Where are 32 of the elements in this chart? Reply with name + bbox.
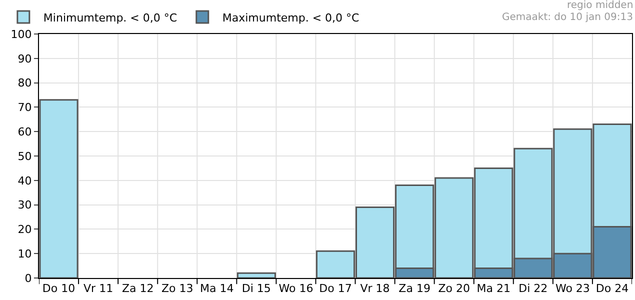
bar [39,99,78,278]
legend-label: Minimumtemp. < 0,0 °C [43,11,178,24]
y-tick-label: 70 [18,101,32,114]
x-tick-label: Di 15 [242,282,271,296]
x-tick-label: Di 22 [518,282,548,296]
x-tick-label: Vr 18 [360,282,390,296]
y-tick-label: 10 [18,247,32,260]
text: Gemaakt: do 10 jan 09:13 [502,12,633,23]
y-tick-label: 60 [18,125,32,138]
y-tick-label: 80 [18,76,32,90]
y-tick-label: 100 [10,28,32,41]
x-tick-label: Ma 14 [200,282,234,296]
x-tick-label: Do 17 [319,282,352,296]
x-tick-label: Zo 13 [161,282,194,296]
y-tick-label: 50 [18,150,32,163]
y-tick-label: 20 [18,223,32,236]
x-tick-label: Do 24 [596,282,629,296]
x-tick-label: Za 12 [122,282,154,296]
bar [236,272,276,278]
x-tick-label: Ma 21 [476,282,510,296]
y-tick-label: 30 [18,198,32,212]
x-tick-label: Wo 16 [278,282,314,296]
x-tick-label: Za 19 [398,282,430,296]
y-tick-label: 0 [24,272,32,285]
x-tick-label: Vr 11 [84,282,114,296]
y-tick-label: 90 [18,52,32,66]
legend-label: Maximumtemp. < 0,0 °C [222,11,360,24]
y-tick-label: 40 [18,174,32,188]
text: regio midden [567,0,634,11]
x-tick-label: Zo 20 [438,282,470,296]
x-tick-label: Do 10 [42,282,76,296]
x-tick-label: Wo 23 [555,282,590,296]
